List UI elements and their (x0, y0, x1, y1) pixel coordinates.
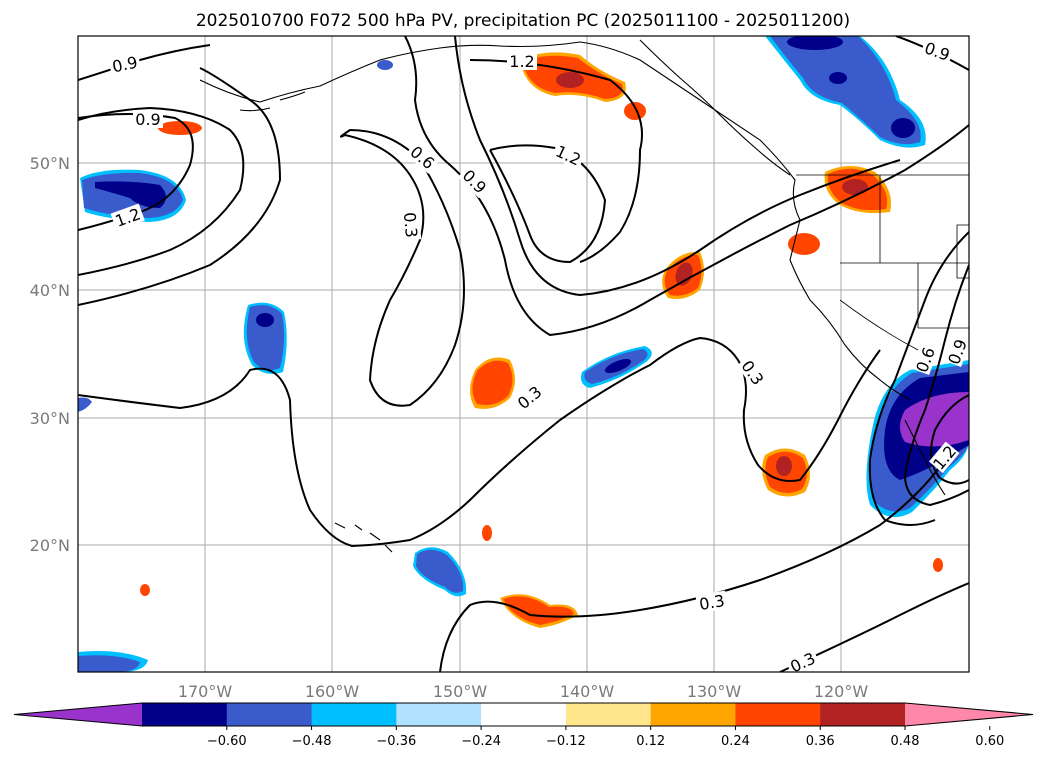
pv-contour-0.9-outer (78, 67, 282, 306)
colorbar-extend-max (905, 703, 1033, 726)
precip-blob-west-edge (78, 397, 92, 412)
lon-label-120w: 120°W (814, 682, 869, 701)
latitude-labels: 50°N 40°N 30°N 20°N (30, 154, 70, 555)
colorbar-tick-label: 0.36 (806, 734, 835, 749)
coastline-bc-islands (639, 39, 791, 176)
precip-blob-alaska-small (377, 60, 393, 70)
pv-contour-1.2-east (930, 394, 969, 485)
precip-blob-165w (243, 302, 287, 374)
lat-label-20n: 20°N (30, 536, 70, 555)
border-ca-nv (839, 299, 919, 351)
contour-label: 0.3 (400, 211, 421, 238)
contour-label: 0.9 (135, 110, 160, 129)
precip-blob-baja (866, 360, 969, 518)
coastline-aleutian-mid (279, 91, 306, 101)
map-panel: 0.9 0.9 1.2 1.2 0.6 0.9 1.2 0.3 0.3 0.3 … (77, 35, 970, 673)
colorbar-extend-min (14, 703, 142, 726)
colorbar: −0.60 −0.48 −0.36 −0.24 −0.12 0.12 0.24 0.36 0.4… (13, 702, 1034, 749)
colorbar-tick-label: 0.60 (975, 734, 1004, 749)
pv-contour-labels: 0.9 0.9 1.2 1.2 0.6 0.9 1.2 0.3 0.3 0.3 … (108, 37, 969, 672)
lon-label-140w: 140°W (560, 682, 615, 701)
precip-blob-dateline (80, 169, 186, 222)
pv-contour-1.2-central (489, 144, 607, 264)
pv-contour-1.2-north (469, 59, 643, 263)
colorbar-segment (565, 703, 652, 726)
colorbar-segment (226, 703, 313, 726)
colorbar-tick-label: 0.24 (721, 734, 750, 749)
lat-label-40n: 40°N (30, 281, 70, 300)
lon-label-160w: 160°W (305, 682, 360, 701)
colorbar-segment (396, 703, 482, 726)
precip-blob-139w (581, 346, 652, 388)
lon-label-130w: 130°W (687, 682, 742, 701)
colorbar-segment (142, 703, 228, 726)
colorbar-outline (13, 702, 1034, 727)
border-utah (956, 224, 969, 279)
coastlines (199, 39, 946, 553)
coastline-aleutian-west (239, 107, 271, 112)
longitude-labels: 170°W 160°W 150°W 140°W 130°W 120°W (178, 682, 869, 701)
colorbar-segment (820, 703, 906, 726)
colorbar-tick-label: −0.12 (546, 734, 586, 749)
pv-contour-0.6-east (868, 231, 969, 526)
precip-blob-145w-south (500, 594, 578, 628)
pv-contour-0.9-central (454, 36, 901, 297)
precip-blob-148w-small (482, 525, 492, 541)
pv-contour-0.6 (404, 36, 969, 337)
precip-blob-northern-ca (788, 233, 820, 255)
coastline-north-america (199, 41, 911, 401)
colorbar-segment (650, 703, 736, 726)
lat-label-50n: 50°N (30, 154, 70, 173)
pv-contour-0.9-east (903, 264, 969, 507)
colorbar-segment (481, 703, 567, 726)
coastline-baja (904, 419, 946, 496)
precip-blob-151w (413, 547, 467, 597)
contour-label: 0.3 (698, 591, 726, 614)
map-frame (77, 35, 970, 673)
precip-blob-175w (158, 121, 202, 135)
map-background (78, 36, 969, 672)
lat-label-30n: 30°N (30, 409, 70, 428)
colorbar-tick-label: −0.48 (292, 734, 332, 749)
colorbar-tick-label: −0.36 (376, 734, 416, 749)
precip-blob-147w (470, 357, 515, 409)
coastline-hawaii (334, 522, 393, 553)
contour-label: 1.2 (509, 52, 534, 71)
precip-blob-113w-small (933, 558, 943, 572)
graticule (78, 36, 969, 672)
precip-blob-135w-small (624, 102, 646, 120)
precip-negative-blobs (78, 36, 969, 672)
pv-contour-0.3-south (439, 459, 946, 672)
lon-label-170w: 170°W (178, 682, 233, 701)
figure-title: 2025010700 F072 500 hPa PV, precipitatio… (196, 11, 850, 31)
pv-contour-0.3-main (78, 336, 881, 548)
colorbar-segment (735, 703, 821, 726)
colorbar-tick-label: −0.60 (207, 734, 247, 749)
precip-blob-172w-small (140, 584, 150, 596)
precip-blob-125w (762, 448, 810, 497)
precip-blob-gulf-alaska (765, 36, 926, 148)
colorbar-tick-label: 0.48 (891, 734, 920, 749)
colorbar-tick-label: 0.12 (636, 734, 665, 749)
lon-label-150w: 150°W (433, 682, 488, 701)
pv-contour-1.2-west (78, 106, 245, 276)
contour-label: 0.9 (110, 53, 139, 77)
colorbar-segment (311, 703, 397, 726)
colorbar-tick-label: −0.24 (461, 734, 501, 749)
